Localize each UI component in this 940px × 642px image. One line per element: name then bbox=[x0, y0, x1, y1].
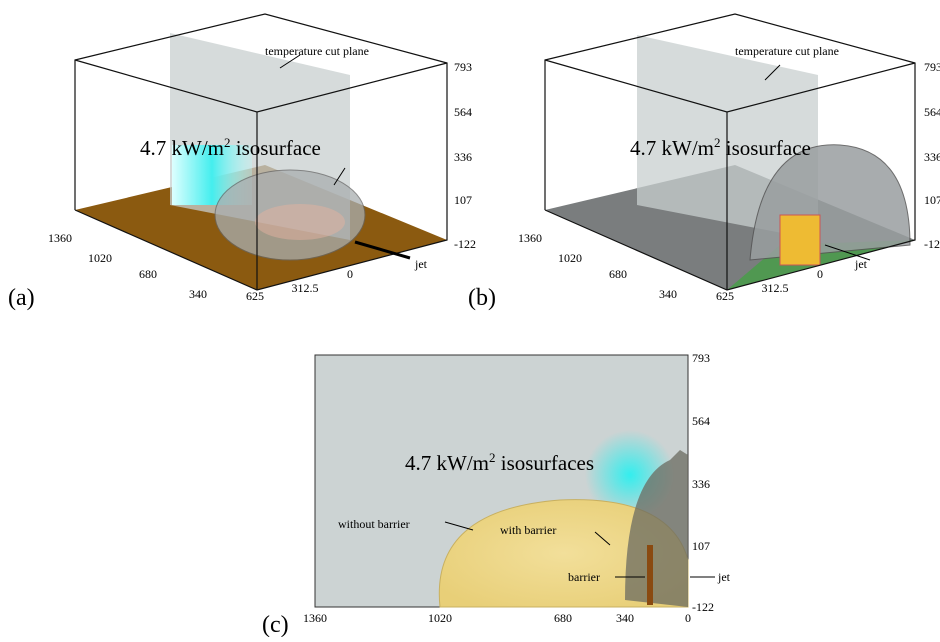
panel-c bbox=[314, 354, 715, 608]
x-tick-label: 680 bbox=[554, 611, 572, 625]
barrier bbox=[779, 214, 821, 266]
y-tick-label: 793 bbox=[692, 351, 710, 365]
panel-label: (b) bbox=[468, 285, 496, 311]
x-tick-label: 0 bbox=[685, 611, 691, 625]
iso-suffix: isosurface bbox=[721, 136, 811, 160]
depth-tick-label: 680 bbox=[139, 267, 157, 281]
arrow bbox=[279, 54, 301, 69]
front-tick-label: 312.5 bbox=[762, 281, 789, 295]
annotation: without barrier bbox=[338, 517, 410, 531]
with-barrier-surface bbox=[625, 450, 688, 607]
depth-tick-label: 1020 bbox=[88, 251, 112, 265]
arrow bbox=[354, 240, 411, 260]
arrow bbox=[824, 244, 871, 261]
y-tick-label: 564 bbox=[692, 414, 710, 428]
depth-tick-label: 1020 bbox=[558, 251, 582, 265]
arrow bbox=[594, 531, 611, 546]
y-tick-label: -122 bbox=[692, 600, 714, 614]
panel-label: (c) bbox=[262, 612, 289, 637]
arrow bbox=[333, 167, 346, 186]
iso-text: 4.7 kW/m bbox=[630, 136, 714, 160]
y-tick-label: 107 bbox=[692, 539, 710, 553]
annotation: temperature cut plane bbox=[265, 44, 369, 58]
iso-suffix: isosurfaces bbox=[496, 451, 595, 475]
isosurface-label: 4.7 kW/m2 isosurfaces bbox=[405, 450, 594, 475]
arrow bbox=[764, 64, 781, 81]
z-tick-label: 793 bbox=[924, 60, 940, 74]
x-tick-label: 1020 bbox=[428, 611, 452, 625]
depth-tick-label: 680 bbox=[609, 267, 627, 281]
depth-tick-label: 340 bbox=[659, 287, 677, 301]
annotation: with barrier bbox=[500, 523, 556, 537]
annotation: barrier bbox=[568, 570, 600, 584]
panel-a bbox=[74, 13, 448, 291]
core bbox=[255, 204, 345, 240]
annotation: temperature cut plane bbox=[735, 44, 839, 58]
iso-suffix: isosurface bbox=[231, 136, 321, 160]
annotation: jet bbox=[854, 257, 868, 271]
front-tick-label: 0 bbox=[817, 267, 823, 281]
z-tick-label: 564 bbox=[454, 105, 472, 119]
iso-sup: 2 bbox=[224, 135, 231, 150]
z-tick-label: 336 bbox=[454, 150, 472, 164]
isosurface-label: 4.7 kW/m2 isosurface bbox=[140, 135, 321, 160]
iso-sup: 2 bbox=[714, 135, 721, 150]
iso-text: 4.7 kW/m bbox=[140, 136, 224, 160]
annotation: jet bbox=[414, 257, 428, 271]
z-tick-label: 107 bbox=[924, 193, 940, 207]
x-tick-label: 1360 bbox=[303, 611, 327, 625]
front-tick-label: 625 bbox=[246, 289, 264, 303]
z-tick-label: 107 bbox=[454, 193, 472, 207]
depth-tick-label: 1360 bbox=[48, 231, 72, 245]
x-tick-label: 340 bbox=[616, 611, 634, 625]
arrow bbox=[444, 521, 474, 531]
z-tick-label: -122 bbox=[454, 237, 476, 251]
front-tick-label: 0 bbox=[347, 267, 353, 281]
y-tick-label: 336 bbox=[692, 477, 710, 491]
z-tick-label: -122 bbox=[924, 237, 940, 251]
panel-b bbox=[544, 13, 916, 291]
panel-label: (a) bbox=[8, 285, 35, 311]
annotation: jet bbox=[717, 570, 731, 584]
isosurface-label: 4.7 kW/m2 isosurface bbox=[630, 135, 811, 160]
iso-text: 4.7 kW/m bbox=[405, 451, 489, 475]
depth-tick-label: 1360 bbox=[518, 231, 542, 245]
front-tick-label: 625 bbox=[716, 289, 734, 303]
z-tick-label: 793 bbox=[454, 60, 472, 74]
front-tick-label: 312.5 bbox=[292, 281, 319, 295]
barrier-shape bbox=[647, 545, 653, 605]
z-tick-label: 336 bbox=[924, 150, 940, 164]
iso-sup: 2 bbox=[489, 450, 496, 465]
depth-tick-label: 340 bbox=[189, 287, 207, 301]
z-tick-label: 564 bbox=[924, 105, 940, 119]
